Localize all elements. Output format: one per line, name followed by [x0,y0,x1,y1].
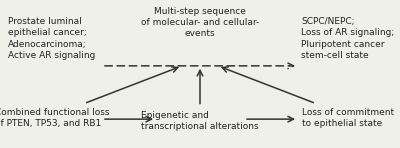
Text: Loss of commitment
to epithelial state: Loss of commitment to epithelial state [302,108,394,128]
Text: Epigenetic and
transcriptional alterations: Epigenetic and transcriptional alteratio… [141,111,259,131]
Text: Combined functional loss
of PTEN, TP53, and RB1: Combined functional loss of PTEN, TP53, … [0,108,109,128]
Text: SCPC/NEPC;
Loss of AR signaling;
Pluripotent cancer
stem-cell state: SCPC/NEPC; Loss of AR signaling; Pluripo… [301,17,395,60]
Text: Multi-step sequence
of molecular- and cellular-
events: Multi-step sequence of molecular- and ce… [141,7,259,38]
Text: Prostate luminal
epithelial cancer;
Adenocarcinoma;
Active AR signaling: Prostate luminal epithelial cancer; Aden… [8,17,96,60]
